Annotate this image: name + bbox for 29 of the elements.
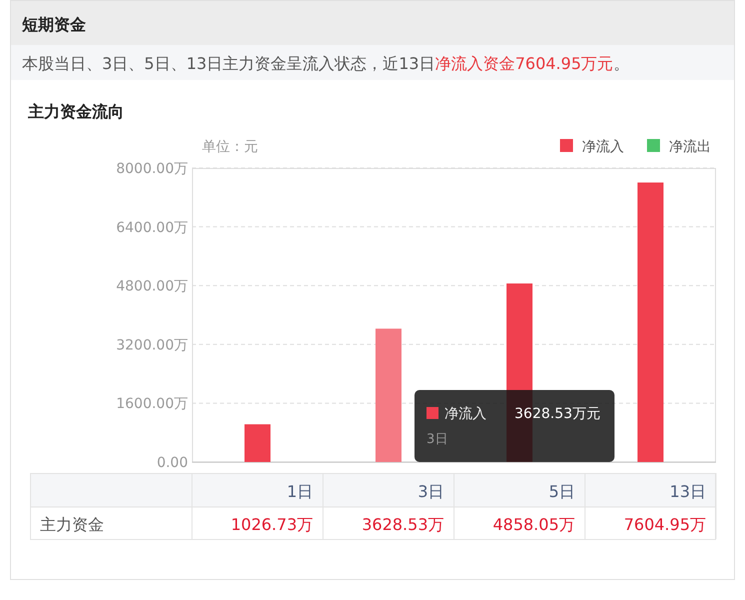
text: 净流入资金7604.95万元 <box>435 54 614 73</box>
data-label: 1026.73万 <box>230 515 313 534</box>
bar <box>376 328 402 462</box>
x-tick-label: 13日 <box>670 482 706 501</box>
y-axis-title: 单位：元 <box>202 139 258 155</box>
chart-title: 主力资金流向 <box>27 102 124 121</box>
bar <box>244 424 270 462</box>
data-label: 3628.53万 <box>362 515 444 534</box>
data-label: 4858.05万 <box>492 515 575 534</box>
y-tick-label: 3200.00万 <box>116 337 188 354</box>
y-tick-label: 6400.00万 <box>116 220 188 236</box>
text: 。 <box>613 54 630 73</box>
y-tick-label: 4800.00万 <box>116 278 188 295</box>
y-tick-label: 1600.00万 <box>116 396 188 412</box>
data-label: 7604.95万 <box>624 515 706 534</box>
annotation: 3628.53万元 <box>514 406 600 422</box>
x-tick-label: 1日 <box>286 482 313 501</box>
annotation: 3日 <box>426 432 448 447</box>
text: 本股当日、3日、5日、13日主力资金呈流入状态，近13日 <box>22 54 436 73</box>
legend-label: 净流出 <box>669 139 711 155</box>
bar <box>638 182 664 462</box>
legend-label: 净流入 <box>582 139 624 155</box>
text: 短期资金 <box>21 15 86 34</box>
text: 主力资金 <box>40 515 104 534</box>
x-tick-label: 5日 <box>548 482 575 501</box>
annotation: 净流入 <box>444 406 486 422</box>
y-tick-label: 0.00 <box>156 455 188 471</box>
x-tick-label: 3日 <box>418 482 444 501</box>
y-tick-label: 8000.00万 <box>116 161 188 177</box>
